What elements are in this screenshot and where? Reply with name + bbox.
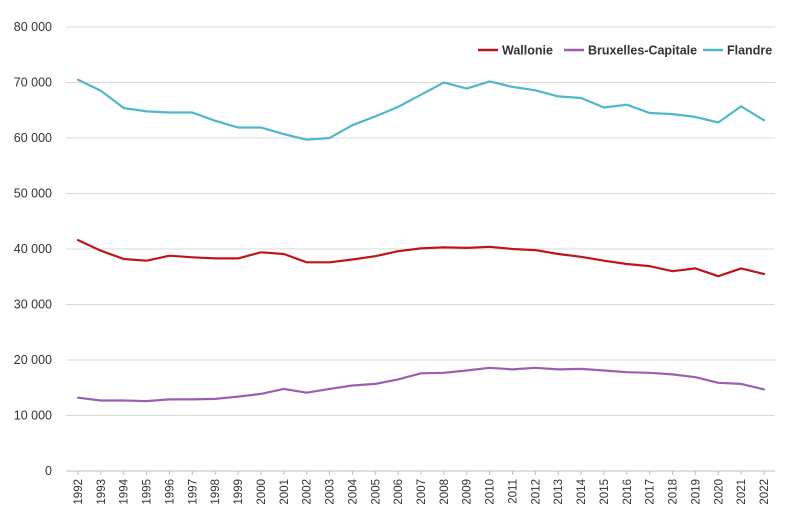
series-line-bruxelles-capitale	[76, 366, 766, 403]
x-tick-label: 2019	[690, 479, 702, 505]
x-tick-label: 1996	[164, 479, 176, 505]
y-tick-label: 40 000	[14, 242, 52, 256]
x-tick-label: 2007	[416, 479, 428, 505]
legend-label: Wallonie	[502, 44, 553, 58]
x-tick-label: 2009	[462, 479, 474, 505]
legend-label: Flandre	[727, 44, 772, 58]
legend-label: Bruxelles-Capitale	[588, 44, 697, 58]
x-tick-label: 2001	[279, 479, 291, 505]
x-tick-label: 2021	[736, 479, 748, 505]
x-tick-label: 2002	[302, 479, 314, 505]
x-tick-label: 1995	[142, 479, 154, 505]
x-tick-label: 2005	[370, 479, 382, 505]
y-tick-label: 70 000	[14, 76, 52, 90]
y-tick-label: 80 000	[14, 20, 52, 34]
y-tick-label: 0	[45, 464, 52, 478]
x-tick-label: 2015	[599, 479, 611, 505]
x-tick-label: 2017	[645, 479, 657, 505]
legend: Wallonie Bruxelles-Capitale Flandre	[478, 44, 772, 58]
x-tick-label: 2013	[553, 479, 565, 505]
x-tick-label: 2020	[713, 479, 725, 505]
x-tick-label: 1999	[233, 479, 245, 505]
series-lines	[76, 78, 766, 403]
x-tick-label: 1994	[119, 478, 131, 504]
series-line-wallonie	[76, 239, 766, 278]
x-tick-label: 2006	[393, 479, 405, 505]
x-tick-label: 2014	[576, 478, 588, 504]
x-tick-label: 1997	[187, 479, 199, 505]
x-tick-label: 2018	[668, 479, 680, 505]
x-tick-label: 2016	[622, 479, 634, 505]
y-tick-label: 60 000	[14, 131, 52, 145]
y-tick-label: 30 000	[14, 298, 52, 312]
y-tick-label: 20 000	[14, 353, 52, 367]
x-tick-label: 2022	[759, 479, 771, 505]
series-line-flandre	[76, 78, 766, 141]
x-tick-label: 2012	[530, 479, 542, 505]
x-tick-label: 1998	[210, 479, 222, 505]
y-axis-ticks: 0 10 000 20 000 30 000 40 000 50 000 60 000 70 …	[14, 20, 52, 478]
x-tick-label: 2010	[485, 479, 497, 505]
x-axis-ticks: 1992 1993 1994 1995 1996 1997 1998 1999 2000 2001…	[73, 471, 771, 505]
x-tick-label: 2003	[325, 479, 337, 505]
x-tick-label: 2008	[439, 479, 451, 505]
x-tick-label: 2011	[507, 479, 519, 504]
x-tick-label: 1992	[73, 479, 85, 505]
x-tick-label: 1993	[96, 479, 108, 505]
y-tick-label: 10 000	[14, 409, 52, 423]
y-tick-label: 50 000	[14, 187, 52, 201]
x-tick-label: 2004	[347, 478, 359, 504]
x-tick-label: 2000	[256, 479, 268, 505]
